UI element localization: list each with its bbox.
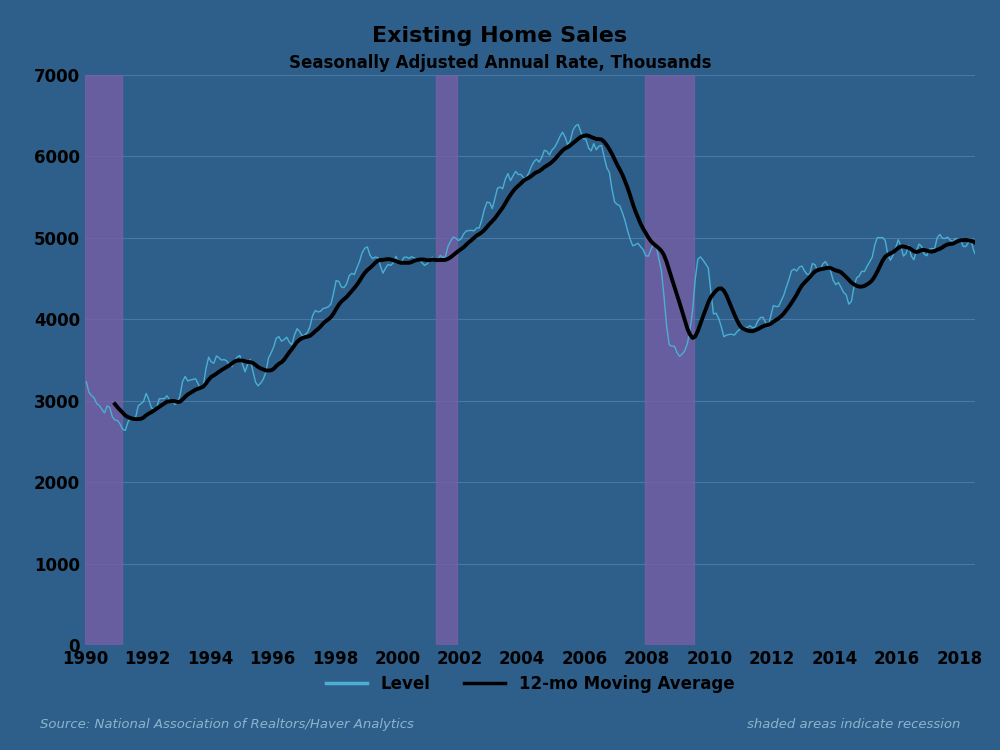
- Level: [119, 426, 131, 435]
- Line: 12-mo Moving Average: 12-mo Moving Average: [115, 135, 989, 419]
- 12-mo Moving Average: [983, 243, 995, 252]
- 12-mo Moving Average: [689, 332, 701, 341]
- Level: [694, 253, 706, 262]
- Level: [572, 120, 584, 129]
- Level: [510, 166, 522, 176]
- 12-mo Moving Average: [507, 187, 519, 196]
- Line: Level: Level: [86, 124, 989, 430]
- 12-mo Moving Average: [406, 257, 418, 266]
- Level: [983, 235, 995, 244]
- Level: [408, 254, 420, 262]
- Text: shaded areas indicate recession: shaded areas indicate recession: [747, 718, 960, 731]
- Legend: Level, 12-mo Moving Average: Level, 12-mo Moving Average: [319, 668, 741, 699]
- Bar: [436, 75, 457, 645]
- Level: [80, 377, 92, 386]
- Level: [328, 289, 340, 298]
- Bar: [645, 75, 694, 645]
- Text: Seasonally Adjusted Annual Rate, Thousands: Seasonally Adjusted Annual Rate, Thousan…: [289, 54, 711, 72]
- Level: [367, 254, 379, 263]
- Text: Source: National Association of Realtors/Haver Analytics: Source: National Association of Realtors…: [40, 718, 414, 731]
- Text: Existing Home Sales: Existing Home Sales: [372, 26, 628, 46]
- 12-mo Moving Average: [364, 263, 376, 272]
- 12-mo Moving Average: [325, 313, 337, 322]
- 12-mo Moving Average: [564, 141, 576, 150]
- Bar: [85, 75, 122, 645]
- Level: [567, 126, 579, 135]
